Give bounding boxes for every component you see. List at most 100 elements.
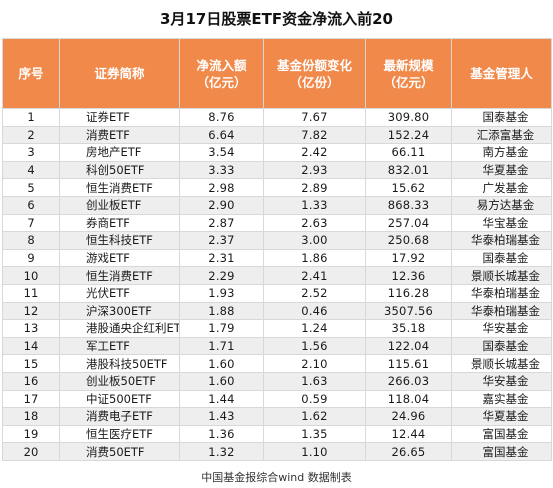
header-latest-size-label: 最新规模 [383, 57, 434, 73]
security-name-cell: 军工ETF [59, 336, 180, 356]
fund-manager-cell: 景顺长城基金 [451, 266, 552, 285]
latest-size-cell: 868.33 [365, 195, 452, 215]
share-change-cell: 2.89 [263, 178, 366, 197]
fund-manager-cell: 易方达基金 [451, 195, 552, 215]
table-row: 11 光伏ETF 1.93 2.52 116.28 华泰柏瑞基金 [2, 283, 552, 303]
share-change-cell: 7.82 [263, 125, 366, 145]
rank-cell: 14 [2, 336, 60, 356]
rank-cell: 3 [2, 143, 60, 162]
header-latest-size: 最新规模 （亿元） [365, 38, 452, 109]
fund-manager-cell: 华夏基金 [451, 407, 552, 426]
net-inflow-cell: 1.32 [179, 442, 264, 461]
rank-cell: 8 [2, 231, 60, 250]
header-security-name-label: 证券简称 [94, 66, 145, 81]
net-inflow-cell: 1.60 [179, 354, 264, 373]
security-name-cell: 消费ETF [59, 125, 180, 145]
share-change-cell: 2.52 [263, 283, 366, 303]
table-row: 20 消费50ETF 1.32 1.10 26.65 富国基金 [2, 442, 552, 461]
table-row: 9 游戏ETF 2.31 1.86 17.92 国泰基金 [2, 248, 552, 268]
rank-cell: 1 [2, 108, 60, 127]
rank-cell: 6 [2, 195, 60, 215]
latest-size-cell: 122.04 [365, 336, 452, 356]
rank-cell: 7 [2, 213, 60, 233]
table-row: 14 军工ETF 1.71 1.56 122.04 国泰基金 [2, 336, 552, 356]
net-inflow-cell: 1.79 [179, 319, 264, 338]
table-row: 7 券商ETF 2.87 2.63 257.04 华宝基金 [2, 213, 552, 233]
latest-size-cell: 24.96 [365, 407, 452, 426]
rank-cell: 9 [2, 248, 60, 268]
header-security-name: 证券简称 [59, 38, 180, 109]
fund-manager-cell: 华泰柏瑞基金 [451, 283, 552, 303]
table-header-row: 序号 证券简称 净流入额 （亿元） 基金份额变化 （亿份） 最新规模 （亿元） … [2, 38, 552, 109]
header-latest-size-unit: （亿元） [383, 74, 434, 90]
security-name-cell: 恒生消费ETF [59, 266, 180, 285]
share-change-cell: 2.63 [263, 213, 366, 233]
header-fund-manager: 基金管理人 [451, 38, 552, 109]
fund-manager-cell: 国泰基金 [451, 336, 552, 356]
table-row: 10 恒生消费ETF 2.29 2.41 12.36 景顺长城基金 [2, 266, 552, 285]
latest-size-cell: 35.18 [365, 319, 452, 338]
share-change-cell: 1.56 [263, 336, 366, 356]
security-name-cell: 中证500ETF [59, 389, 180, 409]
security-name-cell: 创业板50ETF [59, 371, 180, 391]
security-name-cell: 港股科技50ETF [59, 354, 180, 373]
share-change-cell: 2.10 [263, 354, 366, 373]
header-share-change: 基金份额变化 （亿份） [263, 38, 366, 109]
latest-size-cell: 12.36 [365, 266, 452, 285]
latest-size-cell: 3507.56 [365, 301, 452, 321]
fund-manager-cell: 华泰柏瑞基金 [451, 301, 552, 321]
net-inflow-cell: 1.36 [179, 424, 264, 444]
table-row: 19 恒生医疗ETF 1.36 1.35 12.44 富国基金 [2, 424, 552, 444]
security-name-cell: 证券ETF [59, 108, 180, 127]
share-change-cell: 2.41 [263, 266, 366, 285]
header-share-change-label: 基金份额变化 [276, 57, 352, 73]
header-rank-label: 序号 [18, 66, 44, 81]
share-change-cell: 1.86 [263, 248, 366, 268]
latest-size-cell: 309.80 [365, 108, 452, 127]
security-name-cell: 恒生科技ETF [59, 231, 180, 250]
latest-size-cell: 257.04 [365, 213, 452, 233]
table-row: 1 证券ETF 8.76 7.67 309.80 国泰基金 [2, 108, 552, 127]
net-inflow-cell: 2.31 [179, 248, 264, 268]
security-name-cell: 创业板ETF [59, 195, 180, 215]
latest-size-cell: 115.61 [365, 354, 452, 373]
fund-manager-cell: 华安基金 [451, 371, 552, 391]
share-change-cell: 1.24 [263, 319, 366, 338]
net-inflow-cell: 6.64 [179, 125, 264, 145]
security-name-cell: 港股通央企红利ETF [59, 319, 180, 338]
rank-cell: 10 [2, 266, 60, 285]
table-body: 1 证券ETF 8.76 7.67 309.80 国泰基金 2 消费ETF 6.64 7.82 15… [2, 108, 552, 461]
net-inflow-cell: 2.87 [179, 213, 264, 233]
share-change-cell: 1.33 [263, 195, 366, 215]
header-fund-manager-label: 基金管理人 [470, 66, 533, 81]
net-inflow-cell: 8.76 [179, 108, 264, 127]
latest-size-cell: 26.65 [365, 442, 452, 461]
fund-manager-cell: 华宝基金 [451, 213, 552, 233]
latest-size-cell: 66.11 [365, 143, 452, 162]
security-name-cell: 游戏ETF [59, 248, 180, 268]
security-name-cell: 沪深300ETF [59, 301, 180, 321]
net-inflow-cell: 1.60 [179, 371, 264, 391]
header-rank: 序号 [2, 38, 60, 109]
net-inflow-cell: 2.98 [179, 178, 264, 197]
share-change-cell: 1.63 [263, 371, 366, 391]
net-inflow-cell: 1.88 [179, 301, 264, 321]
latest-size-cell: 152.24 [365, 125, 452, 145]
fund-manager-cell: 华安基金 [451, 319, 552, 338]
share-change-cell: 7.67 [263, 108, 366, 127]
table-row: 5 恒生消费ETF 2.98 2.89 15.62 广发基金 [2, 178, 552, 197]
latest-size-cell: 17.92 [365, 248, 452, 268]
net-inflow-cell: 1.43 [179, 407, 264, 426]
table-row: 6 创业板ETF 2.90 1.33 868.33 易方达基金 [2, 195, 552, 215]
latest-size-cell: 118.04 [365, 389, 452, 409]
share-change-cell: 0.46 [263, 301, 366, 321]
security-name-cell: 恒生医疗ETF [59, 424, 180, 444]
rank-cell: 5 [2, 178, 60, 197]
share-change-cell: 3.00 [263, 231, 366, 250]
rank-cell: 16 [2, 371, 60, 391]
fund-manager-cell: 富国基金 [451, 442, 552, 461]
latest-size-cell: 832.01 [365, 160, 452, 180]
rank-cell: 2 [2, 125, 60, 145]
latest-size-cell: 12.44 [365, 424, 452, 444]
security-name-cell: 房地产ETF [59, 143, 180, 162]
